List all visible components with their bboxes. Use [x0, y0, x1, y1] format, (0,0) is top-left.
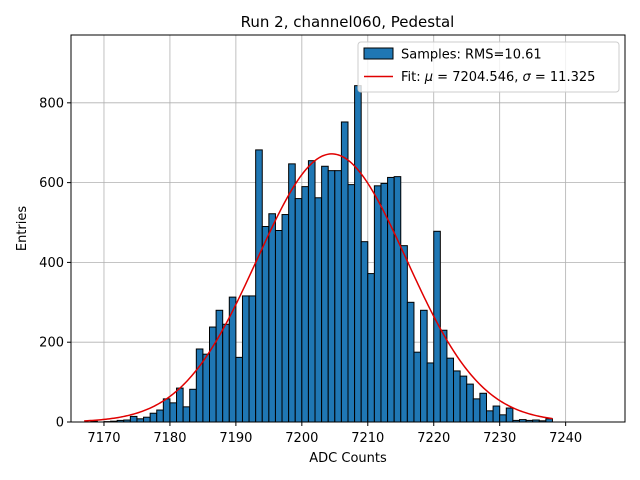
legend-sigma-symbol: σ	[523, 70, 532, 85]
histogram-bar	[387, 176, 395, 423]
legend-mu-symbol: μ	[424, 70, 433, 85]
histogram-bar	[334, 170, 342, 423]
legend-fit-prefix: Fit:	[401, 70, 425, 85]
histogram-bar	[195, 348, 204, 423]
histogram-bar	[162, 398, 171, 423]
histogram-bar	[268, 213, 276, 423]
histogram-bar	[420, 309, 428, 423]
legend-samples-label: Samples: RMS=10.61	[401, 48, 542, 63]
histogram-bar	[274, 229, 283, 423]
x-tick-label: 7220	[417, 431, 450, 446]
histogram-bar	[446, 357, 455, 423]
histogram-bar	[406, 301, 415, 423]
histogram-bar	[182, 406, 191, 423]
histogram-bar	[492, 405, 501, 423]
y-axis-label: Entries	[15, 206, 30, 252]
x-tick-label: 7200	[285, 431, 318, 446]
histogram-bar	[156, 409, 164, 423]
histogram-bar	[209, 326, 217, 423]
histogram-bar	[202, 353, 210, 423]
x-tick-label: 7170	[87, 431, 120, 446]
y-axis-ticks: 0 200 400 600 800	[39, 96, 71, 431]
histogram-bar	[459, 375, 468, 423]
histogram-bar	[129, 415, 138, 423]
histogram-bar	[479, 392, 487, 423]
legend-sigma-value: = 11.325	[531, 70, 596, 85]
histogram-bar	[373, 185, 382, 423]
histogram-bar	[367, 273, 375, 423]
histogram-bar	[215, 309, 224, 423]
histogram-bar	[314, 197, 323, 423]
histogram-bar	[321, 165, 329, 423]
x-tick-label: 7210	[351, 431, 384, 446]
histogram-bar	[176, 387, 184, 423]
histogram-bar	[261, 226, 270, 423]
chart-title: Run 2, channel060, Pedestal	[241, 13, 455, 31]
legend-fit-label: Fit: μ = 7204.546, σ = 11.325	[401, 70, 595, 85]
histogram-bar	[327, 170, 336, 423]
histogram-bar	[241, 295, 250, 423]
x-axis-label: ADC Counts	[309, 451, 387, 466]
y-tick-label: 600	[39, 176, 64, 191]
histogram-bar	[499, 414, 507, 423]
histogram-bar	[400, 245, 408, 423]
histogram-bar	[472, 398, 481, 423]
legend-box	[357, 41, 620, 93]
histogram-bar	[486, 410, 494, 423]
histogram-bar	[143, 416, 151, 423]
histogram-bar	[288, 163, 296, 423]
legend: Samples: RMS=10.61 Fit: μ = 7204.546, σ …	[357, 41, 620, 93]
histogram-bar	[439, 329, 448, 423]
histogram-bar	[248, 295, 257, 423]
plot-frame	[70, 34, 626, 423]
x-tick-label: 7230	[483, 431, 516, 446]
histogram-bar	[169, 402, 178, 423]
histogram-bars	[90, 85, 553, 423]
fit-curve	[84, 153, 553, 422]
y-tick-label: 400	[39, 256, 64, 271]
histogram-bar	[235, 356, 243, 423]
histogram-bar	[354, 85, 362, 423]
histogram-bar	[301, 186, 309, 423]
y-tick-label: 800	[39, 96, 64, 111]
histogram-bar	[393, 176, 402, 423]
histogram-bar	[413, 351, 422, 423]
x-tick-label: 7180	[153, 431, 186, 446]
histogram-bar	[347, 184, 356, 423]
histogram-bar	[505, 407, 514, 423]
histogram-bar	[340, 121, 349, 423]
histogram-bar	[294, 198, 303, 423]
x-axis-ticks: 7170 7180 7190 7200 7210 7220 7230 7240	[87, 422, 582, 446]
histogram-bar	[426, 362, 435, 423]
histogram-bar	[189, 388, 197, 423]
x-tick-label: 7190	[219, 431, 252, 446]
y-tick-label: 0	[56, 416, 64, 431]
y-tick-label: 200	[39, 336, 64, 351]
histogram-bar	[281, 214, 290, 423]
histogram-bar	[307, 160, 316, 423]
legend-samples-swatch	[363, 47, 394, 60]
histogram-bar	[380, 182, 389, 423]
histogram-bar	[360, 241, 369, 423]
histogram-bar	[466, 383, 474, 423]
legend-mu-value: = 7204.546,	[433, 70, 522, 85]
histogram-bar	[149, 412, 158, 423]
histogram-bar	[453, 370, 461, 423]
histogram-bar	[222, 323, 230, 423]
x-tick-label: 7240	[549, 431, 582, 446]
histogram-bar	[255, 149, 263, 423]
